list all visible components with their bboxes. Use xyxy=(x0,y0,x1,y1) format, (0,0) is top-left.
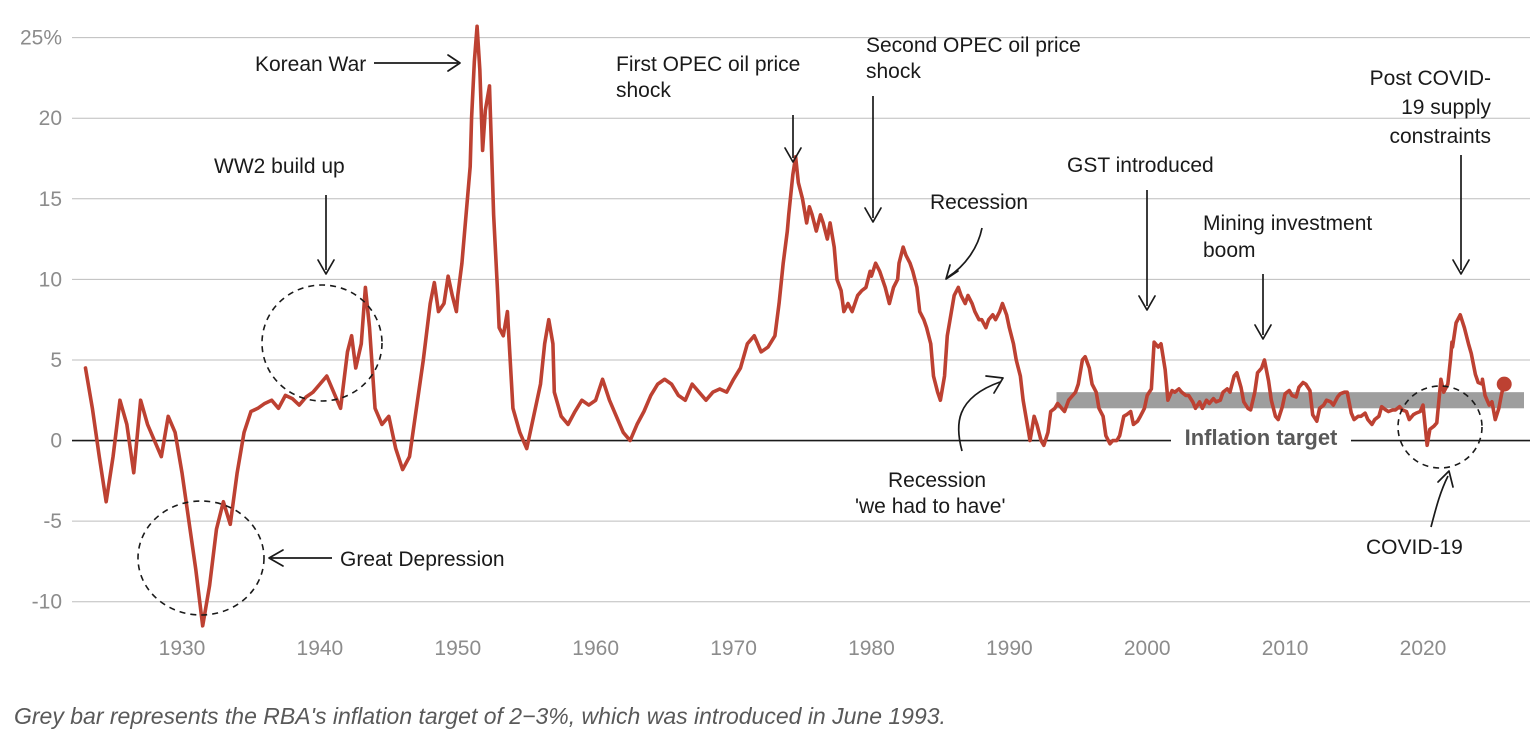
svg-text:shock: shock xyxy=(616,79,671,102)
svg-text:-5: -5 xyxy=(43,510,62,533)
svg-text:Recession: Recession xyxy=(888,469,986,492)
svg-text:10: 10 xyxy=(39,268,62,291)
svg-text:2000: 2000 xyxy=(1124,637,1171,660)
svg-text:1940: 1940 xyxy=(297,637,344,660)
svg-text:19 supply: 19 supply xyxy=(1401,96,1491,119)
svg-text:1960: 1960 xyxy=(572,637,619,660)
svg-text:1980: 1980 xyxy=(848,637,895,660)
svg-text:1970: 1970 xyxy=(710,637,757,660)
svg-text:Post COVID-: Post COVID- xyxy=(1370,67,1491,90)
svg-text:Korean War: Korean War xyxy=(255,53,366,76)
svg-text:constraints: constraints xyxy=(1389,125,1491,148)
svg-text:1990: 1990 xyxy=(986,637,1033,660)
svg-text:25%: 25% xyxy=(20,27,62,50)
svg-text:COVID-19: COVID-19 xyxy=(1366,536,1463,559)
svg-text:Great Depression: Great Depression xyxy=(340,548,505,571)
svg-text:1930: 1930 xyxy=(159,637,206,660)
svg-text:1950: 1950 xyxy=(434,637,481,660)
svg-text:shock: shock xyxy=(866,60,921,83)
svg-text:Second OPEC oil price: Second OPEC oil price xyxy=(866,34,1081,57)
svg-text:5: 5 xyxy=(50,349,62,372)
svg-text:2020: 2020 xyxy=(1400,637,1447,660)
svg-text:-10: -10 xyxy=(32,591,62,614)
svg-text:0: 0 xyxy=(50,430,62,453)
svg-text:20: 20 xyxy=(39,107,62,130)
svg-text:boom: boom xyxy=(1203,239,1256,262)
svg-text:Recession: Recession xyxy=(930,191,1028,214)
svg-text:Mining investment: Mining investment xyxy=(1203,212,1372,235)
svg-text:2010: 2010 xyxy=(1262,637,1309,660)
svg-text:First OPEC oil price: First OPEC oil price xyxy=(616,53,800,76)
svg-text:'we had to have': 'we had to have' xyxy=(855,495,1005,518)
svg-text:Inflation target: Inflation target xyxy=(1185,425,1338,450)
svg-text:WW2 build up: WW2 build up xyxy=(214,155,345,178)
svg-text:15: 15 xyxy=(39,188,62,211)
svg-text:GST introduced: GST introduced xyxy=(1067,154,1214,177)
